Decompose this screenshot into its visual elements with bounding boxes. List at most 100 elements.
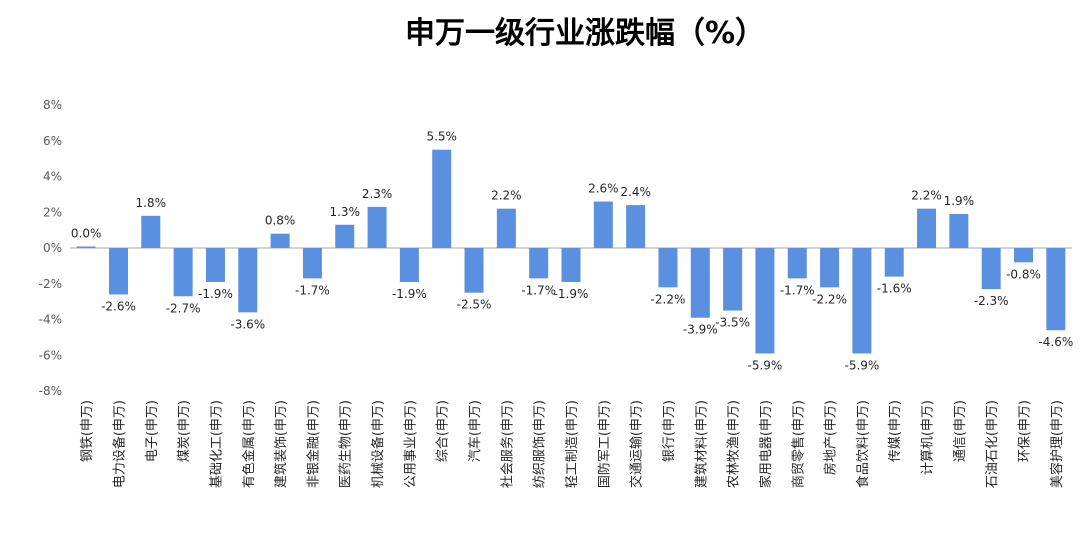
category-label: 有色金属(申万) bbox=[241, 400, 257, 488]
category-label: 社会服务(申万) bbox=[499, 400, 515, 488]
data-label: -1.9% bbox=[198, 287, 233, 301]
data-label: -2.3% bbox=[974, 294, 1009, 308]
data-label: -2.7% bbox=[166, 301, 201, 315]
bar bbox=[270, 233, 290, 248]
category-label: 综合(申万) bbox=[436, 400, 451, 462]
bar bbox=[399, 248, 419, 282]
y-tick-label: -2% bbox=[39, 277, 62, 291]
data-label: -1.6% bbox=[877, 282, 912, 296]
category-labels: 钢铁(申万) 电力设备(申万) 电子(申万) 煤炭(申万) 基础化工(申万) 有色金属(申… bbox=[80, 400, 1065, 488]
category-label: 农林牧渔(申万) bbox=[727, 400, 742, 488]
category-label: 钢铁(申万) bbox=[80, 400, 95, 462]
bar bbox=[723, 248, 743, 311]
data-label: -1.7% bbox=[521, 283, 556, 297]
data-label: -2.6% bbox=[101, 299, 136, 313]
category-label: 房地产(申万) bbox=[823, 400, 839, 475]
bar bbox=[464, 248, 484, 293]
bar bbox=[205, 248, 225, 282]
bar bbox=[108, 248, 128, 295]
data-label: -5.9% bbox=[844, 358, 879, 372]
data-label: 2.2% bbox=[911, 189, 942, 203]
y-axis: 8% 6% 4% 2% 0% -2% -4% -6% -8% bbox=[39, 98, 62, 398]
data-label: -3.9% bbox=[683, 323, 718, 337]
category-label: 环保(申万) bbox=[1018, 400, 1033, 462]
bar bbox=[76, 246, 96, 248]
bar bbox=[658, 248, 678, 288]
bar bbox=[367, 206, 387, 248]
bar bbox=[496, 208, 516, 248]
bar bbox=[852, 248, 872, 354]
data-label: -2.5% bbox=[457, 298, 492, 312]
data-label: -3.5% bbox=[715, 316, 750, 330]
data-label: -4.6% bbox=[1038, 335, 1073, 349]
data-label: -2.2% bbox=[812, 292, 847, 306]
data-label: -2.2% bbox=[651, 292, 686, 306]
category-label: 建筑装饰(申万) bbox=[273, 400, 289, 488]
bars bbox=[76, 149, 1066, 354]
bar bbox=[626, 205, 646, 248]
category-label: 纺织服饰(申万) bbox=[533, 400, 548, 488]
y-tick-label: 2% bbox=[43, 205, 62, 219]
data-label: -1.7% bbox=[780, 283, 815, 297]
category-label: 银行(申万) bbox=[662, 400, 677, 462]
category-label: 非银金融(申万) bbox=[305, 400, 321, 488]
bar bbox=[690, 248, 710, 318]
y-tick-label: 4% bbox=[43, 170, 62, 184]
data-label: 0.0% bbox=[71, 227, 102, 241]
bar bbox=[335, 224, 355, 248]
data-label: 0.8% bbox=[265, 214, 296, 228]
category-label: 公用事业(申万) bbox=[403, 400, 418, 488]
data-labels: 0.0%-2.6%1.8%-2.7%-1.9%-3.6%0.8%-1.7%1.3… bbox=[71, 130, 1073, 373]
bar bbox=[173, 248, 193, 297]
data-label: 1.3% bbox=[329, 205, 360, 219]
bar bbox=[529, 248, 549, 279]
category-label: 汽车(申万) bbox=[467, 400, 483, 462]
category-label: 电力设备(申万) bbox=[111, 400, 127, 488]
category-label: 美容护理(申万) bbox=[1049, 400, 1065, 488]
bar bbox=[238, 248, 258, 313]
bar bbox=[593, 201, 613, 248]
category-label: 石油石化(申万) bbox=[985, 400, 1000, 488]
category-label: 家用电器(申万) bbox=[758, 400, 774, 488]
y-tick-label: -6% bbox=[39, 348, 62, 362]
data-label: 5.5% bbox=[426, 130, 457, 144]
data-label: 2.6% bbox=[588, 182, 619, 196]
category-label: 医药生物(申万) bbox=[339, 400, 354, 488]
bar bbox=[949, 214, 969, 248]
category-label: 交通运输(申万) bbox=[629, 400, 645, 488]
data-label: 2.3% bbox=[362, 187, 393, 201]
category-label: 基础化工(申万) bbox=[209, 400, 224, 488]
category-label: 国防军工(申万) bbox=[596, 400, 612, 488]
data-label: -5.9% bbox=[748, 358, 783, 372]
bar bbox=[1014, 248, 1034, 263]
category-label: 通信(申万) bbox=[953, 400, 968, 462]
bar bbox=[787, 248, 807, 279]
data-label: 2.4% bbox=[620, 185, 651, 199]
bar bbox=[1046, 248, 1066, 331]
data-label: 2.2% bbox=[491, 189, 522, 203]
data-label: -3.6% bbox=[230, 317, 265, 331]
data-label: -1.7% bbox=[295, 283, 330, 297]
data-label: 1.9% bbox=[944, 194, 975, 208]
category-label: 轻工制造(申万) bbox=[565, 400, 580, 488]
bar bbox=[820, 248, 840, 288]
category-label: 传媒(申万) bbox=[888, 400, 903, 462]
data-label: -0.8% bbox=[1006, 267, 1041, 281]
category-label: 煤炭(申万) bbox=[177, 400, 192, 462]
bar bbox=[561, 248, 581, 282]
y-tick-label: -8% bbox=[39, 384, 62, 398]
bar bbox=[755, 248, 775, 354]
category-label: 电子(申万) bbox=[145, 400, 160, 462]
bar bbox=[302, 248, 322, 279]
chart-title: 申万一级行业涨跌幅（%） bbox=[404, 16, 766, 51]
data-label: -1.9% bbox=[392, 287, 427, 301]
y-tick-label: 6% bbox=[43, 134, 62, 148]
category-label: 计算机(申万) bbox=[921, 400, 936, 475]
bar bbox=[917, 208, 937, 248]
category-label: 食品饮料(申万) bbox=[855, 400, 871, 488]
category-label: 建筑材料(申万) bbox=[693, 400, 709, 488]
y-tick-label: 8% bbox=[43, 98, 62, 112]
bar bbox=[432, 149, 452, 248]
category-label: 商贸零售(申万) bbox=[790, 400, 806, 488]
